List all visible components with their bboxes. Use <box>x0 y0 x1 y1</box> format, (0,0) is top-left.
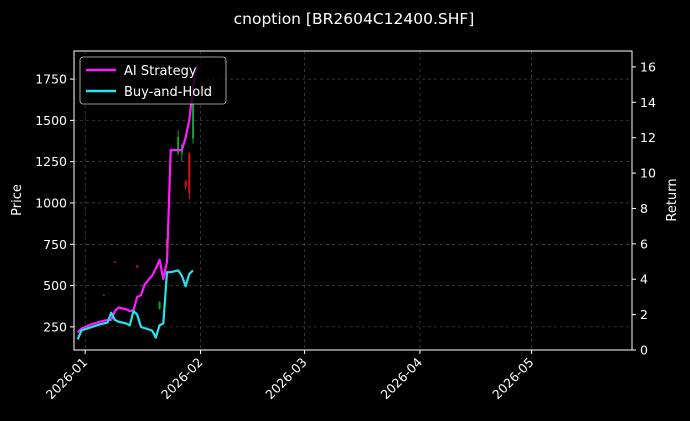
candle-body <box>136 265 139 268</box>
y-right-tick-label: 0 <box>640 343 648 358</box>
legend-box <box>79 56 227 105</box>
y-left-tick-label: 500 <box>43 278 67 293</box>
y-axis-right-label: Return <box>665 178 680 221</box>
legend: AI Strategy Buy-and-Hold <box>79 56 227 105</box>
y-right-tick-label: 4 <box>640 272 648 287</box>
y-right-tick-label: 8 <box>640 201 648 216</box>
y-axis-right: 0 2 4 6 8 10 12 14 16 <box>632 59 656 358</box>
legend-label-buy-and-hold: Buy-and-Hold <box>124 85 212 100</box>
candle-body <box>192 103 195 139</box>
y-axis-left-label: Price <box>10 184 25 216</box>
y-right-tick-label: 10 <box>640 166 656 181</box>
candle-body <box>177 136 180 154</box>
y-axis-left: 250 500 750 1000 1250 1500 1750 <box>35 72 74 334</box>
y-right-tick-label: 16 <box>640 59 656 74</box>
y-right-tick-label: 12 <box>640 130 656 145</box>
y-left-tick-label: 250 <box>43 319 67 334</box>
y-left-tick-label: 1000 <box>35 195 67 210</box>
series-line-ai-strategy <box>76 65 198 334</box>
y-left-tick-label: 1500 <box>35 113 67 128</box>
candle-body <box>113 261 116 263</box>
y-left-tick-label: 1250 <box>35 154 67 169</box>
candle-body <box>102 294 105 296</box>
candle-body <box>188 153 191 194</box>
candle-body <box>158 302 161 309</box>
y-right-tick-label: 6 <box>640 236 648 251</box>
y-right-tick-label: 2 <box>640 307 648 322</box>
y-left-tick-label: 1750 <box>35 72 67 87</box>
chart-title: cnoption [BR2604C12400.SHF] <box>234 10 475 28</box>
y-left-tick-label: 750 <box>43 237 67 252</box>
candle-body <box>184 181 187 187</box>
legend-label-ai-strategy: AI Strategy <box>124 64 197 79</box>
y-right-tick-label: 14 <box>640 95 656 110</box>
plot-frame <box>73 50 633 351</box>
series-lines <box>76 65 198 340</box>
series-line-buy-and-hold <box>76 269 194 340</box>
